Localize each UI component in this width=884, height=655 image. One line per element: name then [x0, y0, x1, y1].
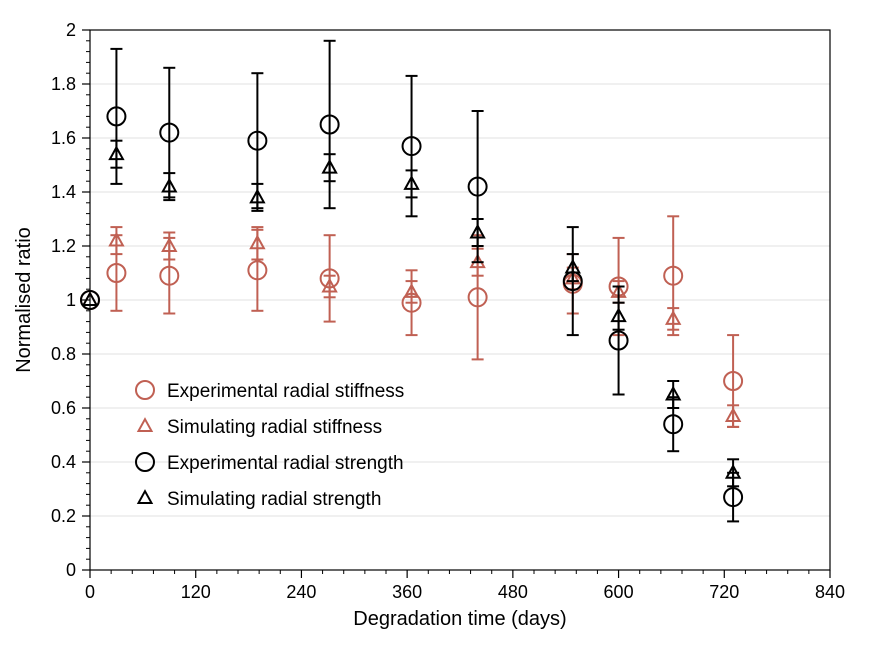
x-tick-label: 600 — [604, 582, 634, 602]
y-tick-label: 2 — [66, 20, 76, 40]
x-tick-label: 0 — [85, 582, 95, 602]
y-tick-label: 0 — [66, 560, 76, 580]
legend-label: Experimental radial stiffness — [167, 381, 404, 402]
y-tick-label: 0.8 — [51, 344, 76, 364]
chart-container: 0 120 240 360 480 600 720 840 0 0.2 0.4 0.6 0.8 1 1.2 1… — [0, 0, 884, 655]
x-axis-label: Degradation time (days) — [353, 608, 566, 630]
legend-label: Simulating radial strength — [167, 489, 381, 510]
y-tick-label: 0.4 — [51, 452, 76, 472]
x-tick-label: 120 — [181, 582, 211, 602]
x-tick-label: 240 — [286, 582, 316, 602]
scatter-chart: 0 120 240 360 480 600 720 840 0 0.2 0.4 0.6 0.8 1 1.2 1… — [0, 0, 884, 655]
chart-background — [0, 0, 884, 655]
y-tick-label: 1 — [66, 290, 76, 310]
y-tick-label: 0.6 — [51, 398, 76, 418]
x-tick-label: 840 — [815, 582, 845, 602]
y-tick-label: 1.8 — [51, 74, 76, 94]
y-axis-label: Normalised ratio — [13, 227, 35, 373]
y-tick-label: 0.2 — [51, 506, 76, 526]
legend-label: Experimental radial strength — [167, 453, 404, 474]
x-tick-label: 720 — [709, 582, 739, 602]
y-tick-label: 1.4 — [51, 182, 76, 202]
y-tick-label: 1.6 — [51, 128, 76, 148]
x-tick-label: 480 — [498, 582, 528, 602]
legend-label: Simulating radial stiffness — [167, 417, 382, 438]
y-tick-label: 1.2 — [51, 236, 76, 256]
x-tick-label: 360 — [392, 582, 422, 602]
